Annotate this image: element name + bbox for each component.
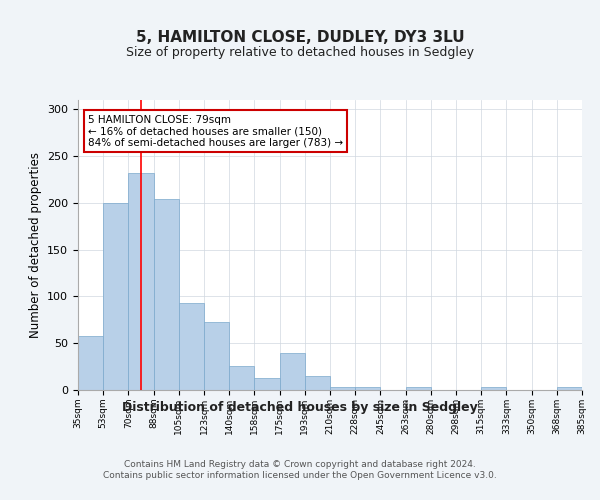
Bar — [103, 203, 128, 390]
Text: Size of property relative to detached houses in Sedgley: Size of property relative to detached ho… — [126, 46, 474, 59]
Bar — [330, 387, 355, 390]
Bar — [154, 199, 179, 390]
Bar — [557, 387, 582, 390]
Bar — [406, 387, 431, 390]
Bar — [481, 387, 506, 390]
Bar — [254, 378, 280, 390]
Bar — [128, 173, 154, 390]
Bar — [305, 376, 330, 390]
Text: Contains HM Land Registry data © Crown copyright and database right 2024.
Contai: Contains HM Land Registry data © Crown c… — [103, 460, 497, 479]
Bar — [229, 366, 254, 390]
Bar — [280, 352, 305, 390]
Text: Distribution of detached houses by size in Sedgley: Distribution of detached houses by size … — [122, 401, 478, 414]
Text: 5 HAMILTON CLOSE: 79sqm
← 16% of detached houses are smaller (150)
84% of semi-d: 5 HAMILTON CLOSE: 79sqm ← 16% of detache… — [88, 114, 343, 148]
Bar — [355, 387, 380, 390]
Text: 5, HAMILTON CLOSE, DUDLEY, DY3 3LU: 5, HAMILTON CLOSE, DUDLEY, DY3 3LU — [136, 30, 464, 45]
Bar — [204, 322, 229, 390]
Y-axis label: Number of detached properties: Number of detached properties — [29, 152, 41, 338]
Bar — [179, 303, 204, 390]
Bar — [78, 336, 103, 390]
